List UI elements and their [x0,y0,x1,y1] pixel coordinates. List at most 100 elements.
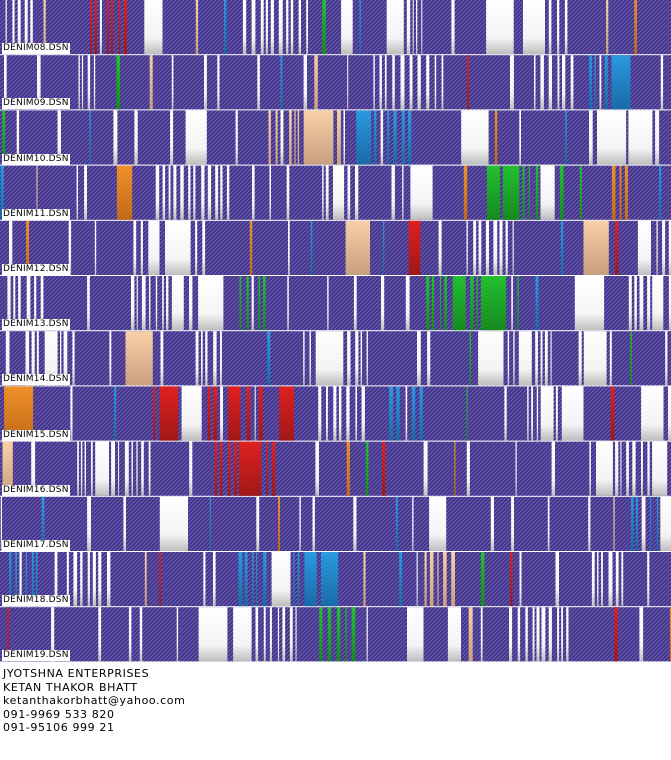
stripe [171,276,184,331]
stripe [246,386,251,441]
stripe [391,165,395,220]
stripe [15,552,17,607]
stripe [258,276,260,331]
stripe [429,496,447,551]
stripe [561,607,563,662]
stripe [662,220,666,275]
stripe [5,331,10,386]
stripe [361,386,365,441]
stripe [424,552,427,607]
stripe [128,607,132,662]
stripe [303,110,334,165]
stripe [393,110,397,165]
stripe [400,55,405,110]
stripe [466,441,470,496]
stripe [583,220,609,275]
stripe [239,441,262,496]
fabric-band [0,496,671,551]
stripe [338,386,342,441]
stripe [94,220,97,275]
stripe [279,386,294,441]
stripe [5,0,7,55]
stripe [541,607,546,662]
contact: JYOTSHNA ENTERPRISES KETAN THAKOR BHATT … [3,667,185,735]
stripe [234,441,237,496]
stripe [589,55,592,110]
stripe [426,55,430,110]
phone: 091-95106 999 21 [3,721,115,734]
stripe [260,0,264,55]
stripe [652,441,668,496]
stripe [639,607,644,662]
stripe [249,220,253,275]
stripe [269,165,271,220]
stripe [346,441,350,496]
stripe [66,552,69,607]
stripe [144,552,147,607]
stripe [647,441,650,496]
stripe [36,165,38,220]
stripe [341,0,353,55]
stripe [252,552,254,607]
stripe [278,496,280,551]
stripe [160,331,164,386]
stripe [355,386,357,441]
stripe [327,276,329,331]
stripe [561,386,584,441]
stripe [431,276,435,331]
stripe [81,55,84,110]
stripe [591,552,595,607]
stripe [226,165,230,220]
stripe [406,0,411,55]
stripe [315,441,319,496]
stripe [583,331,607,386]
stripe [620,441,622,496]
stripe [517,276,519,331]
stripe [548,607,552,662]
stripe [392,55,395,110]
stripe [92,552,96,607]
stripe [630,331,632,386]
stripe [131,441,133,496]
stripe [116,165,133,220]
stripe [560,220,564,275]
design-label: DENIM13.DSN [2,319,70,331]
stripe [486,165,500,220]
stripe [416,552,418,607]
stripe [224,0,227,55]
stripe [17,0,21,55]
stripe [162,165,166,220]
stripe [660,496,671,551]
stripe [454,441,456,496]
stripe [548,0,552,55]
stripe [632,441,636,496]
stripe [170,110,174,165]
stripe [118,441,120,496]
stripe [125,331,153,386]
stripe [363,552,366,607]
stripe [299,496,301,551]
stripe [12,0,15,55]
stripe [564,0,568,55]
stripe [141,441,144,496]
stripe [410,165,433,220]
stripe [608,552,613,607]
stripe [463,165,468,220]
stripe [148,441,151,496]
stripe [665,331,668,386]
stripe [366,607,368,662]
stripe [652,276,664,331]
stripe [469,331,471,386]
stripe [597,110,627,165]
stripe [30,0,33,55]
stripe [34,276,37,331]
design-label: DENIM14.DSN [2,374,70,386]
stripe [123,496,126,551]
stripe [668,276,671,331]
stripe [144,0,163,55]
stripe [289,607,293,662]
stripe [318,386,322,441]
stripe [213,386,218,441]
stripe [467,55,470,110]
stripe [87,276,90,331]
